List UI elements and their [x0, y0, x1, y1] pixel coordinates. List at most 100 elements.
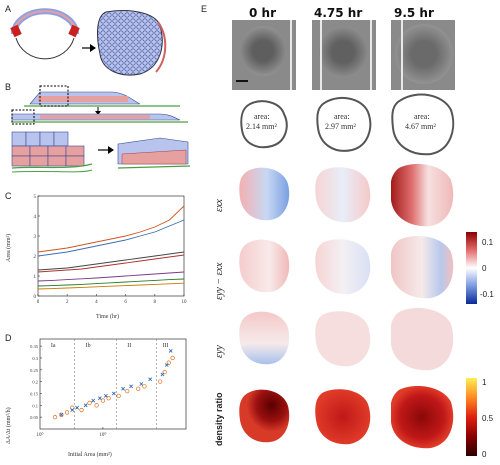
y-tick-label: 5 — [34, 195, 37, 200]
point-x-2 — [75, 405, 79, 410]
map-eyy-minus-exx-0hr — [239, 239, 290, 293]
x-tick-label: 4 — [95, 300, 98, 305]
map-eyy-minus-exx-9-5hr — [391, 236, 454, 299]
panel-a-schematic — [10, 8, 167, 76]
area-label-1: area: — [334, 112, 350, 121]
y-tick-label: 3 — [34, 235, 37, 240]
row-label-eyy-minus-exx: εyy − εxx — [214, 262, 225, 300]
plot-frame — [39, 338, 187, 430]
point-circle-2 — [64, 410, 70, 415]
time-header-0: 0 hr — [249, 6, 276, 20]
outline-0hr — [240, 100, 288, 149]
time-header-1: 4.75 hr — [314, 6, 363, 20]
y-tick-label: 0.35 — [30, 344, 39, 349]
area-label-2: area: — [414, 112, 430, 121]
map-eyy-minus-exx-4-75hr — [315, 239, 371, 295]
map-exx-9-5hr — [391, 164, 454, 227]
x-tick-label: 10 — [182, 300, 188, 305]
map-density-9-5hr — [391, 386, 454, 449]
panel-d-xlabel: Initial Area (mm²) — [68, 452, 112, 458]
point-circle-14 — [162, 370, 167, 375]
series-line-3 — [37, 254, 185, 273]
group-label-2: II — [127, 343, 131, 349]
x-tick-label: 10⁰ — [99, 432, 106, 438]
point-circle-1 — [59, 412, 64, 417]
point-circle-7 — [100, 398, 106, 403]
map-eyy-9-5hr — [391, 308, 454, 371]
point-x-7 — [111, 391, 116, 396]
map-density-0hr — [239, 389, 290, 443]
point-circle-5 — [87, 400, 92, 406]
photo-4-75hr — [312, 20, 376, 90]
photo-9-5hr — [391, 20, 455, 90]
map-eyy-4-75hr — [315, 311, 371, 367]
point-x-1 — [70, 408, 75, 412]
outline-4-75hr — [316, 96, 372, 152]
point-x-10 — [139, 382, 144, 386]
point-circle-8 — [106, 396, 111, 401]
x-tick-label: 0 — [37, 300, 40, 305]
row-label-density: density ratio — [214, 392, 224, 446]
point-x-8 — [121, 386, 125, 391]
panel-label-c: C — [5, 191, 12, 201]
point-circle-15 — [166, 360, 171, 365]
point-circle-11 — [135, 386, 141, 391]
area-value-1: 2.97 mm² — [325, 122, 356, 131]
series-line-5 — [37, 278, 185, 287]
y-tick-label: 4 — [34, 215, 37, 220]
time-header-2: 9.5 hr — [394, 6, 434, 20]
y-tick-label: 0.25 — [30, 368, 39, 373]
strain-colorbar — [466, 232, 477, 304]
area-value-2: 4.67 mm² — [405, 122, 436, 131]
point-circle-3 — [70, 405, 75, 410]
y-tick-label: 0.2 — [32, 380, 38, 385]
strain-colorbar-top: 0.1 — [482, 238, 494, 247]
area-label-0: area: — [254, 112, 270, 121]
panel-label-e: E — [201, 4, 208, 14]
map-exx-4-75hr — [315, 167, 371, 223]
x-tick-label: 8 — [154, 300, 157, 305]
point-x-14 — [168, 348, 173, 353]
panel-b-schematic — [11, 85, 191, 173]
point-x-5 — [97, 396, 102, 401]
panel-d-ylabel: ΔA/Δt (mm²/h) — [6, 407, 12, 444]
point-x-3 — [83, 403, 88, 408]
outline-9-5hr — [391, 93, 455, 156]
panel-c-ylabel: Area (mm²) — [6, 233, 12, 262]
y-tick-label: 0.1 — [32, 403, 38, 408]
map-density-4-75hr — [315, 389, 371, 445]
point-circle-10 — [125, 388, 130, 394]
series-line-1 — [37, 219, 185, 257]
point-x-11 — [148, 377, 153, 382]
group-label-3: III — [162, 343, 168, 349]
point-x-6 — [103, 393, 108, 398]
point-x-12 — [160, 372, 165, 377]
y-tick-label: 0 — [34, 295, 37, 300]
point-x-4 — [91, 398, 96, 403]
series-line-2 — [37, 251, 185, 271]
panel-c-chart: 0 2 4 6 8 10 0 1 2 3 4 5 — [34, 195, 188, 305]
x-tick-label: 2 — [66, 300, 69, 305]
plot-frame — [37, 195, 185, 297]
point-circle-9 — [116, 393, 121, 398]
point-x-9 — [129, 384, 133, 389]
photo-0hr — [232, 20, 296, 90]
point-circle-12 — [142, 384, 147, 389]
panel-label-d: D — [5, 333, 12, 343]
point-x-0 — [59, 412, 64, 417]
series-line-6 — [37, 282, 185, 290]
point-circle-4 — [79, 407, 84, 413]
strain-colorbar-mid: 0 — [482, 264, 487, 273]
y-tick-label: 0.3 — [32, 356, 38, 361]
panel-label-a: A — [5, 4, 12, 14]
row-label-exx: εxx — [214, 199, 225, 212]
x-tick-label: 6 — [124, 300, 127, 305]
y-tick-label: 2 — [34, 255, 37, 260]
row-label-eyy: εyy — [214, 345, 225, 358]
y-tick-label: 1 — [34, 275, 37, 280]
density-colorbar-mid: 0.5 — [482, 414, 494, 423]
series-line-4 — [37, 271, 185, 282]
group-label-1: Ib — [86, 343, 91, 349]
y-tick-label: 0.05 — [30, 415, 39, 420]
